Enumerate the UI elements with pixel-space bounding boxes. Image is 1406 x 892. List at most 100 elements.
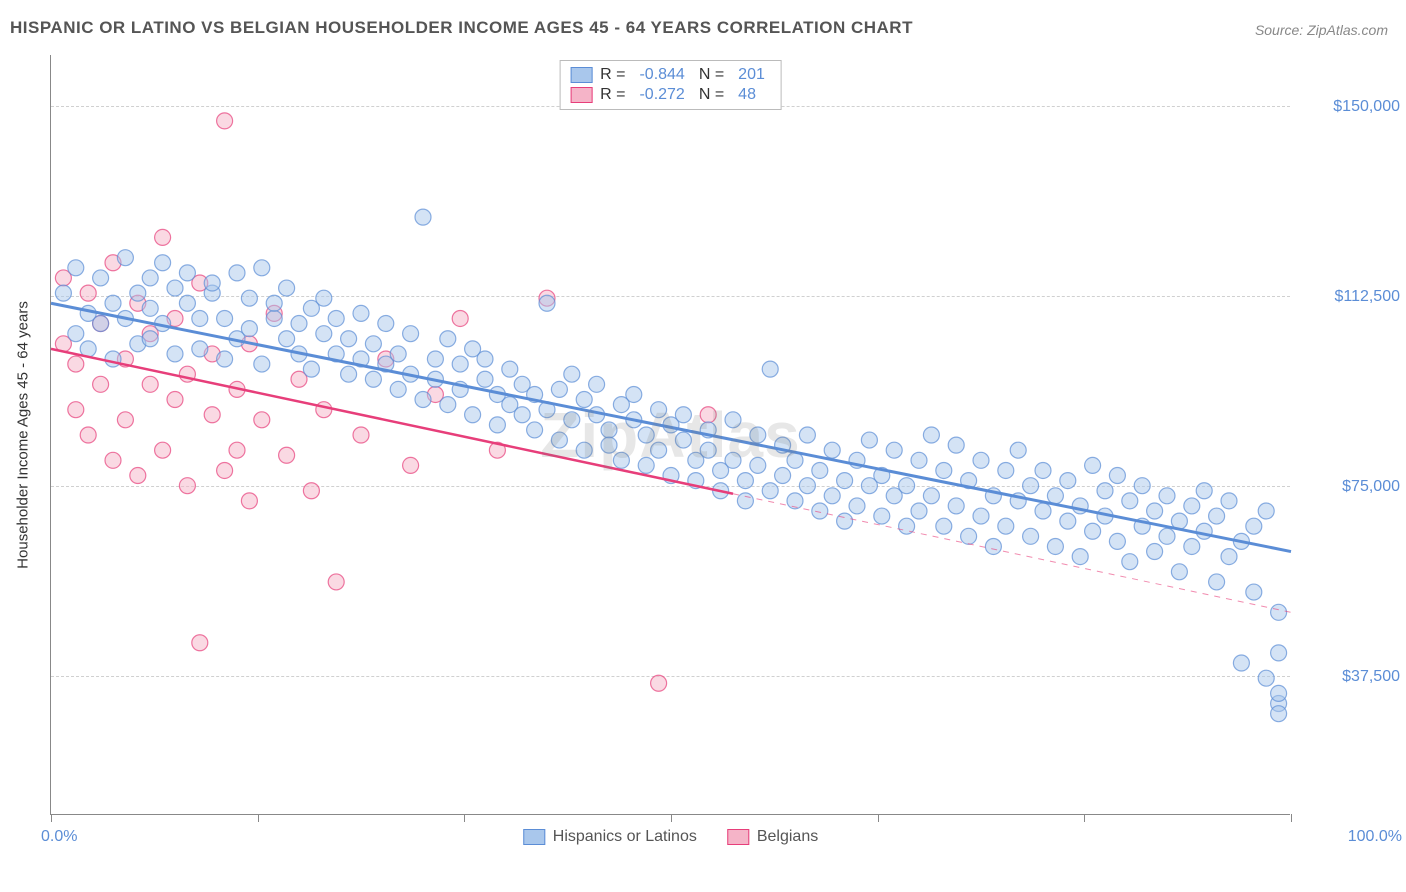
data-point <box>142 300 158 316</box>
data-point <box>142 376 158 392</box>
data-point <box>638 427 654 443</box>
data-point <box>130 285 146 301</box>
data-point <box>254 260 270 276</box>
data-point <box>291 316 307 332</box>
data-point <box>948 437 964 453</box>
data-point <box>440 397 456 413</box>
data-point <box>130 468 146 484</box>
data-point <box>1209 574 1225 590</box>
data-point <box>849 498 865 514</box>
data-point <box>155 229 171 245</box>
data-point <box>576 442 592 458</box>
data-point <box>179 295 195 311</box>
data-point <box>675 432 691 448</box>
data-point <box>1122 493 1138 509</box>
data-point <box>142 270 158 286</box>
data-point <box>973 508 989 524</box>
y-tick-label: $150,000 <box>1300 98 1400 116</box>
data-point <box>452 310 468 326</box>
x-tick <box>258 814 259 822</box>
data-point <box>564 366 580 382</box>
data-point <box>93 316 109 332</box>
data-point <box>155 255 171 271</box>
trend-line-dashed <box>733 494 1291 613</box>
data-point <box>55 285 71 301</box>
r-value: -0.844 <box>633 66 690 84</box>
data-point <box>824 442 840 458</box>
data-point <box>390 346 406 362</box>
chart-container: HISPANIC OR LATINO VS BELGIAN HOUSEHOLDE… <box>0 0 1406 892</box>
data-point <box>105 452 121 468</box>
series-legend: Hispanics or Latinos Belgians <box>523 828 818 846</box>
data-point <box>626 386 642 402</box>
legend-item-series-0: Hispanics or Latinos <box>523 828 697 846</box>
data-point <box>837 513 853 529</box>
data-point <box>167 280 183 296</box>
data-point <box>328 574 344 590</box>
data-point <box>68 356 84 372</box>
x-tick <box>1291 814 1292 822</box>
n-label: N = <box>699 86 724 104</box>
data-point <box>750 457 766 473</box>
data-point <box>613 452 629 468</box>
data-point <box>824 488 840 504</box>
data-point <box>365 371 381 387</box>
n-value: 48 <box>732 86 762 104</box>
data-point <box>564 412 580 428</box>
data-point <box>1097 483 1113 499</box>
data-point <box>1072 549 1088 565</box>
data-point <box>651 402 667 418</box>
data-point <box>551 381 567 397</box>
data-point <box>1035 503 1051 519</box>
data-point <box>1258 503 1274 519</box>
data-point <box>403 326 419 342</box>
data-point <box>415 392 431 408</box>
data-point <box>477 351 493 367</box>
data-point <box>923 427 939 443</box>
swatch-icon <box>727 829 749 845</box>
data-point <box>936 518 952 534</box>
y-tick-label: $37,500 <box>1300 668 1400 686</box>
data-point <box>948 498 964 514</box>
data-point <box>1184 538 1200 554</box>
x-tick <box>878 814 879 822</box>
data-point <box>1023 528 1039 544</box>
x-tick <box>51 814 52 822</box>
data-point <box>539 295 555 311</box>
data-point <box>316 402 332 418</box>
data-point <box>241 290 257 306</box>
data-point <box>1085 523 1101 539</box>
n-value: 201 <box>732 66 771 84</box>
data-point <box>217 113 233 129</box>
data-point <box>651 675 667 691</box>
data-point <box>1184 498 1200 514</box>
data-point <box>353 427 369 443</box>
data-point <box>477 371 493 387</box>
source-attribution: Source: ZipAtlas.com <box>1255 22 1388 38</box>
x-axis-min-label: 0.0% <box>41 828 77 846</box>
data-point <box>998 518 1014 534</box>
scatter-plot-svg <box>51 55 1290 814</box>
trend-line-solid <box>51 303 1291 551</box>
data-point <box>179 478 195 494</box>
data-point <box>1147 503 1163 519</box>
data-point <box>527 422 543 438</box>
n-label: N = <box>699 66 724 84</box>
data-point <box>775 468 791 484</box>
data-point <box>601 422 617 438</box>
data-point <box>799 478 815 494</box>
data-point <box>651 442 667 458</box>
data-point <box>514 407 530 423</box>
data-point <box>1159 528 1175 544</box>
legend-label: Hispanics or Latinos <box>553 828 697 846</box>
stats-legend-box: R = -0.844 N = 201 R = -0.272 N = 48 <box>559 60 782 110</box>
r-value: -0.272 <box>633 86 690 104</box>
r-label: R = <box>600 66 625 84</box>
data-point <box>229 265 245 281</box>
data-point <box>998 462 1014 478</box>
data-point <box>279 331 295 347</box>
data-point <box>886 442 902 458</box>
legend-label: Belgians <box>757 828 818 846</box>
data-point <box>179 265 195 281</box>
data-point <box>465 407 481 423</box>
